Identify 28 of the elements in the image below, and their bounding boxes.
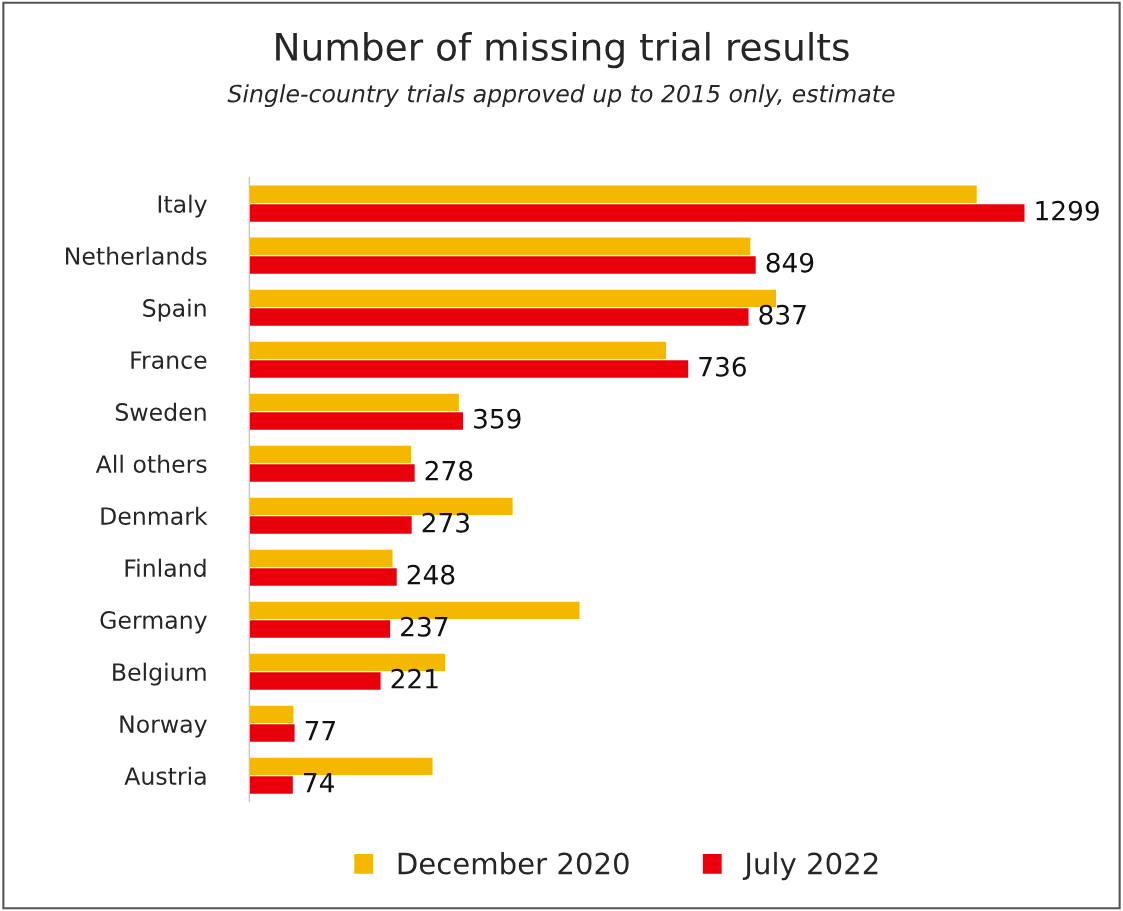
data-label: 77 xyxy=(305,721,335,741)
legend-label: December 2020 xyxy=(398,851,629,875)
y-tick-label: Germany xyxy=(100,611,207,634)
data-label: 736 xyxy=(699,356,746,377)
y-tick-label: Finland xyxy=(125,558,206,577)
data-label: 74 xyxy=(304,773,334,793)
y-tick-label: Austria xyxy=(124,766,206,785)
data-label: 837 xyxy=(759,304,806,325)
data-label: 359 xyxy=(474,408,521,429)
y-tick-label: All others xyxy=(95,454,207,473)
y-tick-label: Norway xyxy=(120,715,207,738)
chart-title: Number of missing trial results xyxy=(276,31,849,69)
y-tick-label: Belgium xyxy=(113,662,206,686)
data-label: 221 xyxy=(391,668,438,689)
chart-subtitle: Single-country trials approved up to 2015 only, estimate xyxy=(227,84,895,108)
data-label: 237 xyxy=(401,616,448,637)
data-label: 1299 xyxy=(1036,200,1099,221)
y-tick-label: Sweden xyxy=(115,402,206,421)
data-label: 278 xyxy=(425,460,473,481)
data-label: 849 xyxy=(766,252,814,273)
data-label: 273 xyxy=(422,512,469,533)
y-tick-label: Denmark xyxy=(101,506,208,525)
y-tick-label: France xyxy=(131,351,207,369)
legend-label: July 2022 xyxy=(742,851,878,881)
y-tick-label: Italy xyxy=(158,194,207,218)
y-tick-label: Spain xyxy=(143,298,206,322)
y-tick-label: Netherlands xyxy=(66,246,207,265)
data-label: 248 xyxy=(407,564,455,585)
